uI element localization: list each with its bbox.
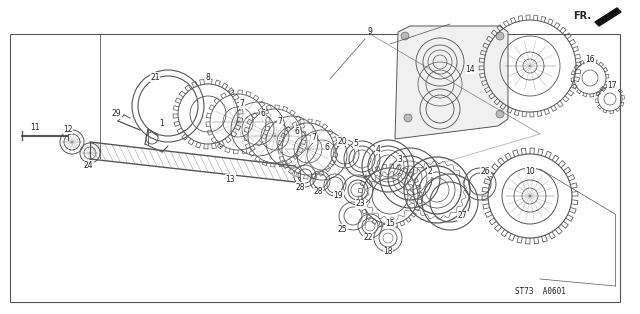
Text: 23: 23 — [355, 199, 365, 208]
Text: 14: 14 — [465, 64, 475, 73]
Text: 6: 6 — [294, 127, 300, 136]
Text: 6: 6 — [260, 110, 266, 118]
Text: 19: 19 — [333, 191, 343, 199]
Text: 11: 11 — [30, 123, 40, 133]
Text: 7: 7 — [239, 100, 244, 109]
Text: 10: 10 — [525, 166, 535, 176]
Text: 27: 27 — [457, 212, 467, 220]
Text: FR.: FR. — [573, 11, 591, 21]
Circle shape — [401, 32, 409, 40]
Text: 5: 5 — [353, 139, 358, 149]
Circle shape — [404, 114, 412, 122]
Text: 7: 7 — [312, 133, 316, 143]
Text: 15: 15 — [385, 219, 395, 229]
Text: 2: 2 — [428, 167, 433, 176]
Circle shape — [496, 110, 504, 118]
Text: 8: 8 — [205, 73, 211, 83]
Polygon shape — [395, 26, 508, 139]
Circle shape — [496, 32, 504, 40]
Text: 28: 28 — [295, 182, 305, 192]
Text: 18: 18 — [383, 247, 393, 257]
Text: 12: 12 — [63, 124, 73, 133]
Text: 24: 24 — [83, 161, 93, 171]
Text: 29: 29 — [111, 110, 121, 118]
Text: 26: 26 — [480, 166, 490, 176]
Text: 9: 9 — [367, 27, 372, 36]
Text: 17: 17 — [607, 82, 617, 90]
Polygon shape — [595, 8, 621, 26]
Text: 6: 6 — [324, 143, 330, 151]
Text: 28: 28 — [313, 187, 323, 197]
Text: 13: 13 — [225, 175, 235, 183]
Text: ST73  A0601: ST73 A0601 — [515, 288, 565, 296]
Text: 7: 7 — [278, 117, 282, 127]
Text: 25: 25 — [337, 225, 347, 234]
Text: 3: 3 — [397, 154, 403, 164]
Text: 21: 21 — [150, 73, 160, 82]
Text: 20: 20 — [337, 137, 347, 145]
Text: 4: 4 — [376, 144, 380, 154]
Text: 1: 1 — [159, 120, 164, 128]
Text: 22: 22 — [364, 234, 372, 242]
Text: 16: 16 — [585, 56, 595, 64]
Bar — [10, 34, 620, 302]
